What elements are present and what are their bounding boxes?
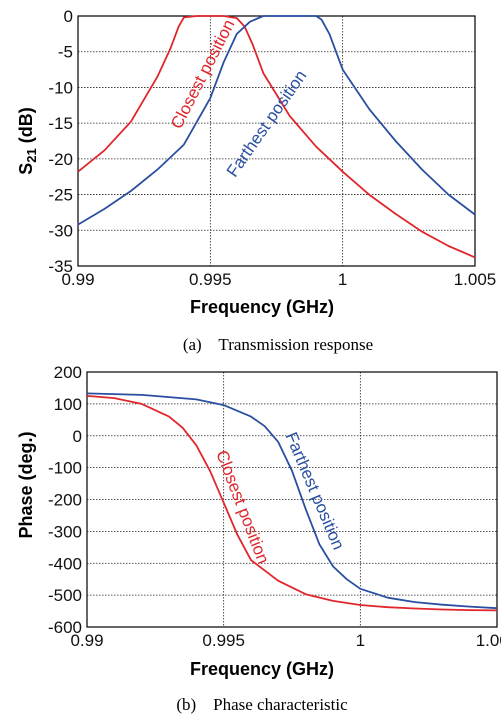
transmission-response-chart: 0.99 0.995 1 1.005 0 -5 -10 -15 -20 -25 -30 -35 Clos… bbox=[48, 7, 496, 289]
x-tick-label: 0.995 bbox=[202, 631, 245, 650]
y-tick-label: 100 bbox=[54, 395, 82, 414]
plot-frame bbox=[86, 371, 498, 628]
phase-characteristic-chart: 0.99 0.995 1 1.005 200 100 0 -100 -200 -300 -400 -5… bbox=[48, 363, 501, 650]
x-tick-label: 0.99 bbox=[70, 631, 103, 650]
x-tick-label: 1.005 bbox=[476, 631, 501, 650]
series-line-farthest bbox=[77, 15, 476, 226]
x-tick-label: 1 bbox=[356, 631, 365, 650]
y-tick-label: -30 bbox=[48, 221, 73, 240]
y-tick-label: -100 bbox=[48, 459, 82, 478]
y-tick-label: -300 bbox=[48, 522, 82, 541]
series-label-closest: Closest position bbox=[167, 16, 238, 132]
y-tick-label: -200 bbox=[48, 491, 82, 510]
y-tick-label: 200 bbox=[54, 363, 82, 382]
series-label-closest: Closest position bbox=[212, 448, 273, 567]
series-line-closest bbox=[77, 15, 476, 259]
x-tick-label: 0.995 bbox=[189, 270, 232, 289]
chart-b-ylabel: Phase (deg.) bbox=[16, 431, 36, 538]
y-tick-label: -500 bbox=[48, 586, 82, 605]
y-tick-label: -20 bbox=[48, 150, 73, 169]
y-tick-label: -5 bbox=[58, 43, 73, 62]
y-tick-label: -400 bbox=[48, 554, 82, 573]
y-tick-label: -10 bbox=[48, 78, 73, 97]
x-tick-label: 1 bbox=[338, 270, 347, 289]
y-tick-label: -600 bbox=[48, 618, 82, 637]
series-line-closest bbox=[86, 395, 498, 612]
x-tick-label: 1.005 bbox=[454, 270, 497, 289]
chart-a-xlabel: Frequency (GHz) bbox=[190, 297, 334, 317]
plot-frame bbox=[77, 15, 476, 267]
series-line-farthest bbox=[86, 392, 498, 610]
chart-b-caption: (b) Phase characteristic bbox=[176, 695, 348, 714]
y-tick-label: -25 bbox=[48, 186, 73, 205]
chart-a-caption: (a) Transmission response bbox=[183, 335, 373, 354]
chart-a-ylabel: S21 (dB) bbox=[16, 107, 39, 174]
y-tick-label: 0 bbox=[64, 7, 73, 26]
x-tick-label: 0.99 bbox=[61, 270, 94, 289]
chart-b-xlabel: Frequency (GHz) bbox=[190, 659, 334, 679]
y-tick-label: -15 bbox=[48, 114, 73, 133]
y-tick-label: 0 bbox=[73, 427, 82, 446]
y-tick-label: -35 bbox=[48, 257, 73, 276]
